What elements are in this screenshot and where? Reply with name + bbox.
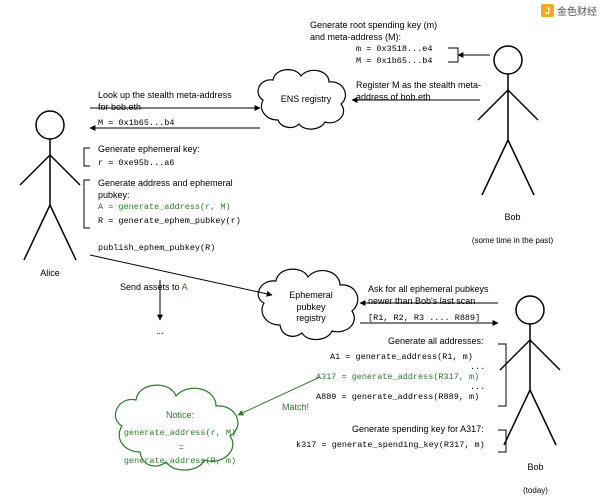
a889-line: A889 = generate_address(R889, m) <box>316 392 479 403</box>
M-line: M = 0x1b65...b4 <box>356 56 433 67</box>
gen-all-label: Generate all addresses: <box>388 336 484 348</box>
bob-today-figure <box>500 296 560 445</box>
lookup-label: Look up the stealth meta-address for bob… <box>98 90 232 113</box>
r-line: r = 0xe95b...a6 <box>98 158 175 169</box>
watermark: J 金色财经 <box>541 3 597 18</box>
diagram-canvas <box>0 0 600 504</box>
watermark-logo-icon: J <box>541 4 554 17</box>
alice-figure <box>20 111 80 260</box>
gen-addr-pub-label: Generate address and ephemeral pubkey: <box>98 178 233 201</box>
list-label: [R1, R2, R3 .... R889] <box>368 313 480 324</box>
bob-past-label: Bob (some time in the past) <box>455 200 565 247</box>
k317-line: k317 = generate_spending_key(R317, m) <box>296 440 485 451</box>
m-line: m = 0x3518...e4 <box>356 44 433 55</box>
ellipsis: ... <box>156 326 164 338</box>
alice-label: Alice <box>35 268 65 280</box>
a317-line: A317 = generate_address(R317, m) <box>316 372 479 383</box>
R-line: R = generate_ephem_pubkey(r) <box>98 216 241 227</box>
bob-past-figure <box>478 46 538 195</box>
M-result: M = 0x1b65...b4 <box>98 118 175 129</box>
watermark-text: 金色财经 <box>557 3 597 18</box>
notice-line2: generate_address(R, m) <box>110 456 250 467</box>
gen-root-label: Generate root spending key (m) and meta-… <box>310 20 437 43</box>
match-label: Match! <box>282 402 309 414</box>
register-label: Register M as the stealth meta- address … <box>356 80 481 103</box>
send-assets-label: Send assets to A <box>115 270 188 293</box>
notice-eq: = <box>130 442 230 454</box>
ephem-cloud-label: Ephemeral pubkey registry <box>278 290 344 325</box>
notice-line1: generate_address(r, M) <box>110 428 250 439</box>
gen-spend-label: Generate spending key for A317: <box>352 424 484 436</box>
ask-label: Ask for all ephemeral pubkeys newer than… <box>368 284 489 307</box>
notice-title: Notice: <box>130 410 230 422</box>
a1-line: A1 = generate_address(R1, m) <box>330 352 473 363</box>
A-line: A = generate_address(r, M) <box>98 202 231 213</box>
publish-label: publish_ephem_pubkey(R) <box>98 243 215 254</box>
gen-ephem-key-label: Generate ephemeral key: <box>98 144 200 156</box>
ens-cloud-label: ENS registry <box>276 94 336 106</box>
bob-today-label: Bob (today) <box>498 450 568 497</box>
